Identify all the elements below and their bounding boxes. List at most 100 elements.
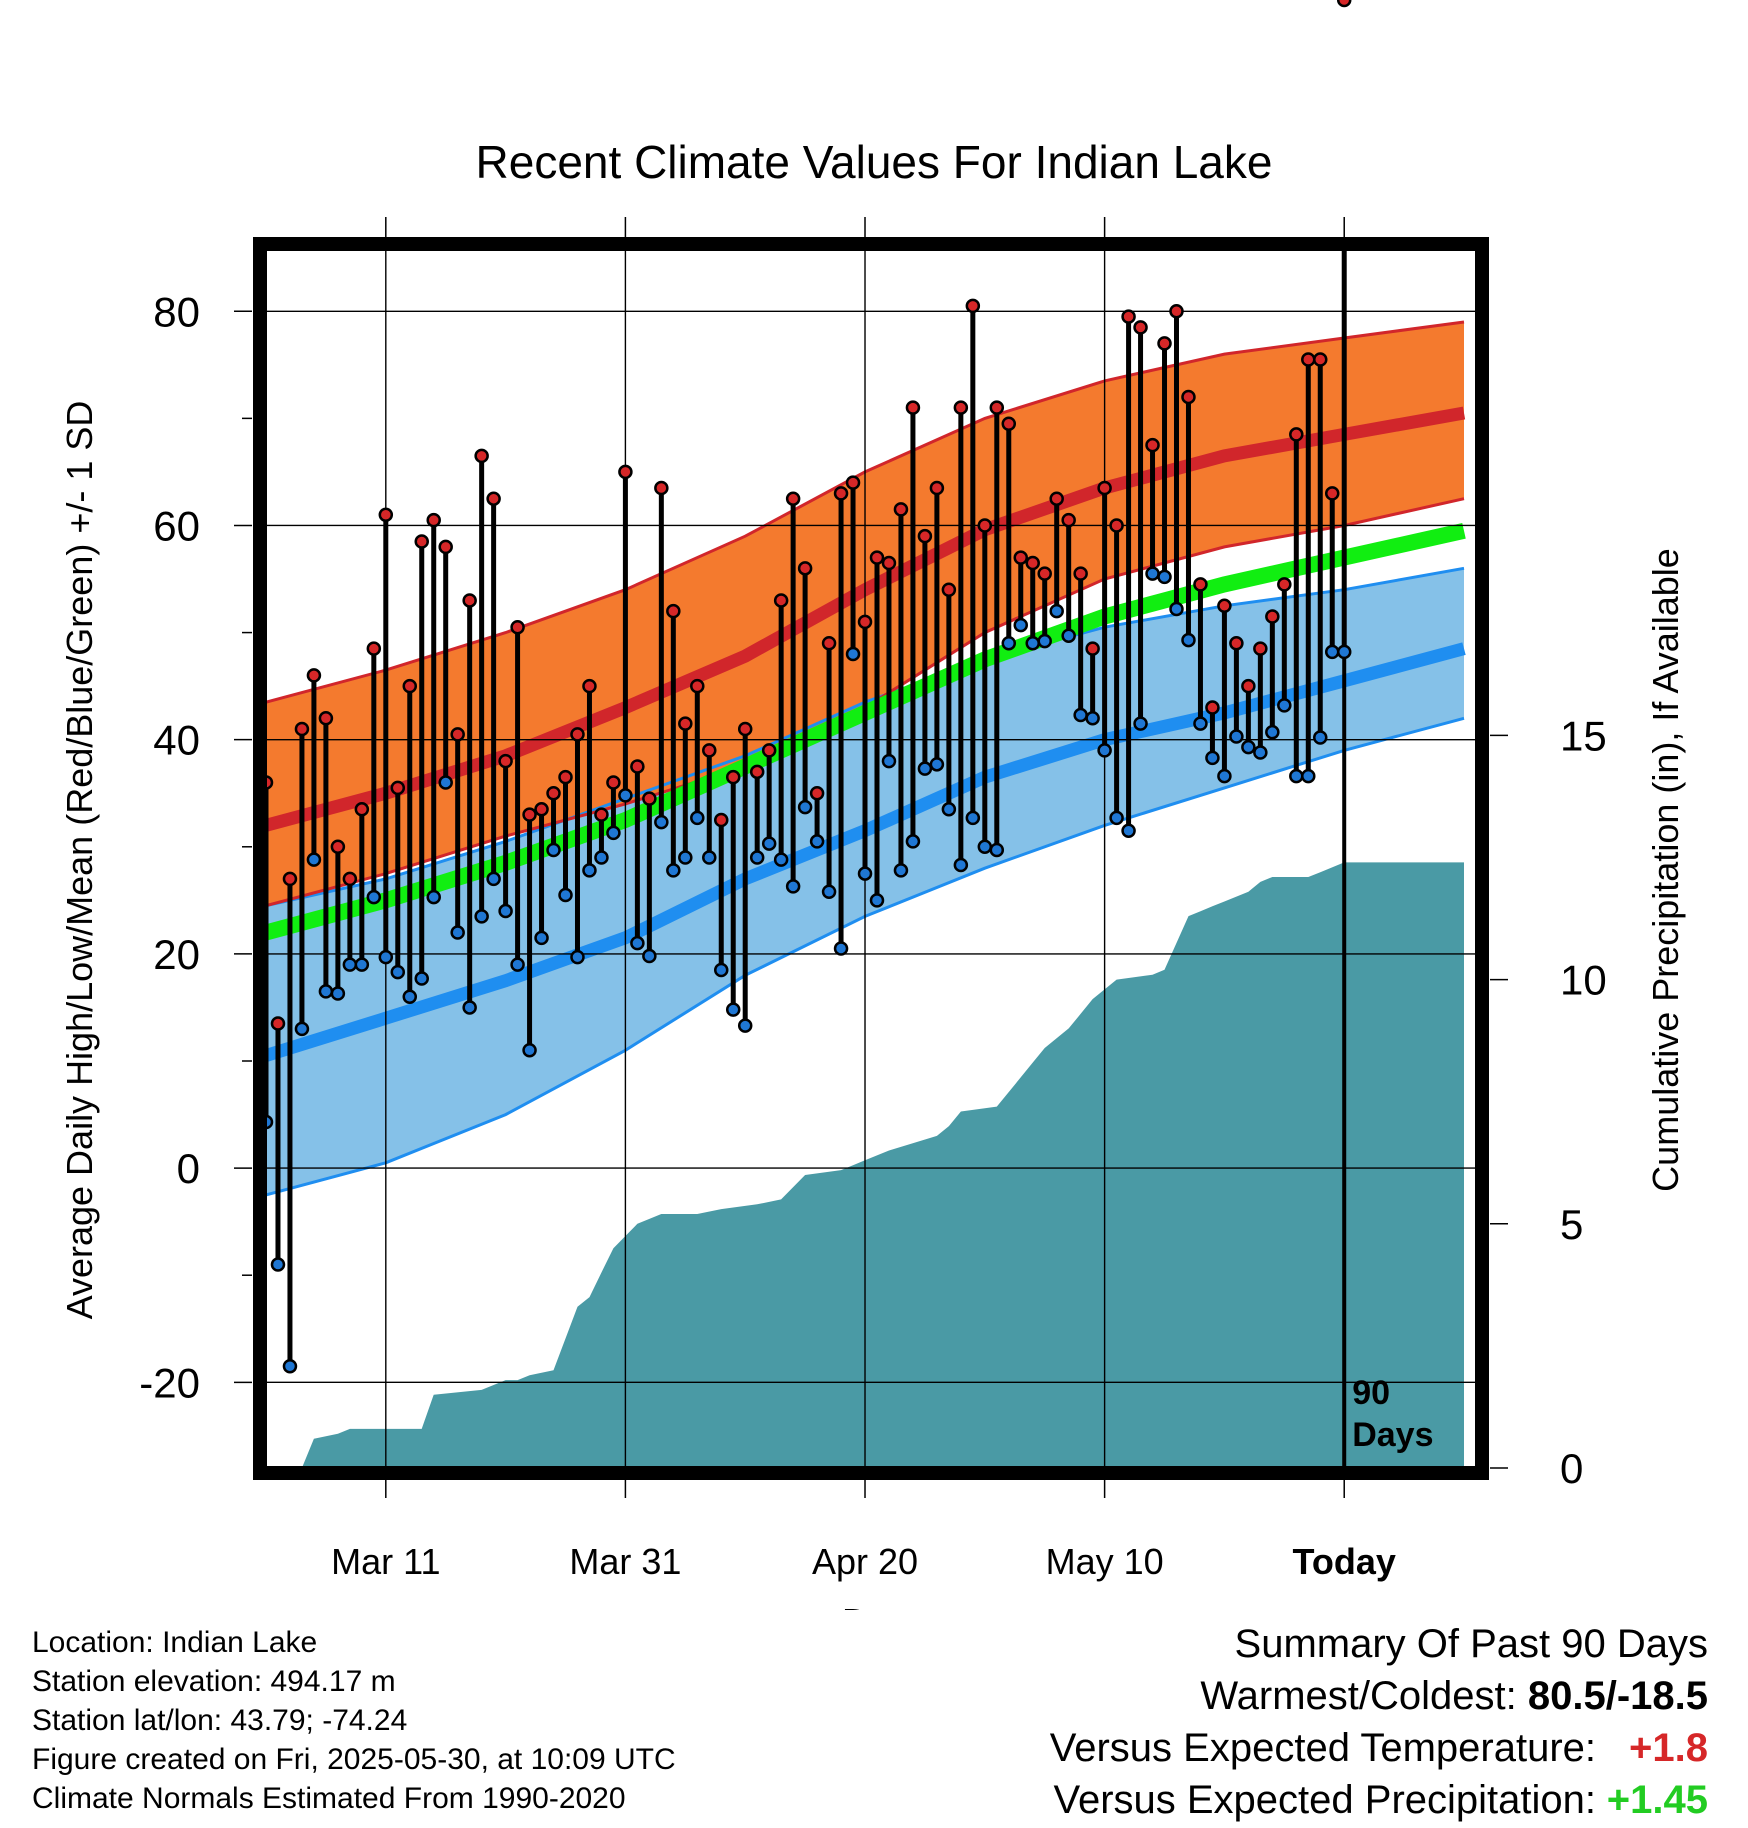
high-temp-point: [1013, 550, 1029, 565]
precipitation-area: [301, 862, 1464, 1468]
high-temp-point: [1181, 389, 1196, 405]
y2-tick-label: 5: [1560, 1201, 1583, 1248]
low-temp-point: [558, 887, 573, 903]
x-tick-label: Apr 20: [812, 1541, 918, 1582]
high-temp-point: [462, 593, 477, 608]
low-temp-point: [833, 941, 849, 956]
low-temp-point: [450, 925, 465, 940]
high-temp-point: [1097, 480, 1112, 496]
low-temp-point: [1013, 617, 1029, 633]
low-temp-point: [618, 788, 633, 803]
high-temp-point: [749, 764, 765, 780]
warmest-coldest-value: 80.5/-18.5: [1527, 1674, 1708, 1718]
high-temp-point: [1085, 641, 1100, 656]
high-temp-point: [474, 448, 489, 464]
low-temp-point: [474, 909, 489, 924]
high-temp-point: [1121, 309, 1136, 324]
low-temp-point: [1025, 636, 1040, 651]
high-temp-point: [282, 871, 298, 887]
high-temp-point: [1037, 566, 1052, 581]
precipitation-departure-value: +1.45: [1606, 1778, 1708, 1822]
elevation-text: Station elevation: 494.17 m: [32, 1665, 396, 1698]
temperature-departure-label: Versus Expected Temperature:: [1049, 1726, 1596, 1770]
warmest-coldest-row: Warmest/Coldest: 80.5/-18.5: [1050, 1670, 1708, 1722]
low-temp-point: [522, 1043, 537, 1058]
low-temp-point: [773, 852, 789, 867]
axis-labels: Day Average Daily High/Low/Mean (Red/Blu…: [59, 401, 1686, 1610]
high-temp-point: [294, 721, 310, 737]
high-temp-point: [725, 769, 741, 785]
low-temp-point: [438, 775, 453, 790]
high-temp-point: [809, 785, 825, 801]
low-temp-point: [306, 852, 322, 867]
low-temp-point: [1265, 724, 1280, 740]
high-temp-point: [342, 871, 358, 887]
high-temp-point: [522, 807, 537, 822]
high-temp-point: [1025, 555, 1040, 571]
high-temp-point: [773, 593, 789, 608]
low-temp-point: [1241, 739, 1256, 755]
high-temp-point: [690, 678, 705, 694]
high-temp-point: [785, 491, 801, 506]
high-temp-point: [666, 603, 681, 619]
daily-points: [258, 0, 1352, 1374]
high-temp-point: [366, 641, 382, 656]
low-temp-point: [977, 839, 993, 855]
high-temp-point: [378, 507, 394, 523]
latlon-text: Station lat/lon: 43.79; -74.24: [32, 1704, 408, 1737]
low-temp-point: [318, 984, 334, 999]
y-tick-label: 0: [177, 1145, 200, 1192]
high-temp-point: [893, 502, 909, 517]
temperature-departure-row: Versus Expected Temperature: +1.8: [1050, 1722, 1708, 1774]
high-temp-point: [414, 534, 429, 549]
high-temp-point: [534, 802, 549, 817]
high-temp-point: [1193, 577, 1208, 592]
x-tick-label: May 10: [1046, 1541, 1164, 1582]
x-tick-label: Today: [1293, 1541, 1396, 1582]
climate-chart: Recent Climate Values For Indian Lake -2…: [59, 0, 1686, 1610]
low-temp-point: [546, 842, 561, 858]
high-temp-point: [941, 582, 957, 597]
low-temp-point: [702, 850, 717, 865]
low-temp-point: [953, 857, 969, 873]
high-temp-point: [1157, 336, 1172, 351]
high-temp-point: [1109, 518, 1124, 533]
low-temp-point: [282, 1359, 298, 1374]
low-temp-point: [342, 957, 358, 972]
high-temp-point: [1145, 437, 1160, 453]
high-temp-point: [1301, 352, 1316, 367]
high-temp-point: [1073, 566, 1088, 581]
station-info: Location: Indian Lake Station elevation:…: [32, 1623, 676, 1818]
high-temp-point: [1049, 491, 1064, 506]
temperature-departure-value: +1.8: [1629, 1726, 1708, 1770]
low-temp-point: [965, 810, 981, 826]
low-temp-point: [1073, 707, 1088, 723]
low-temp-point: [270, 1257, 286, 1272]
high-temp-point: [570, 727, 585, 742]
low-temp-point: [426, 889, 441, 905]
high-temp-point: [678, 716, 693, 731]
high-temp-point: [618, 464, 633, 480]
low-temp-point: [905, 834, 921, 849]
low-temp-point: [917, 761, 933, 776]
low-temp-point: [989, 842, 1005, 858]
low-temp-point: [1109, 810, 1124, 826]
low-temp-point: [1061, 628, 1076, 644]
low-temp-point: [570, 949, 585, 965]
x-tick-label: Mar 11: [331, 1541, 440, 1582]
x-tick-label: Mar 31: [569, 1541, 681, 1582]
high-temp-point: [989, 400, 1005, 415]
high-temp-point: [498, 753, 513, 769]
y-tick-label: -20: [139, 1359, 200, 1406]
low-temp-point: [845, 646, 861, 662]
high-temp-point: [797, 561, 813, 576]
low-temp-point: [1336, 644, 1352, 660]
low-temp-point: [330, 986, 346, 1001]
low-temp-point: [1001, 636, 1017, 651]
high-temp-point: [857, 614, 873, 630]
low-temp-point: [1037, 633, 1052, 649]
low-temp-point: [534, 930, 549, 946]
normals-text: Climate Normals Estimated From 1990-2020: [32, 1782, 626, 1815]
low-temp-point: [1049, 603, 1064, 619]
low-temp-point: [1121, 823, 1136, 838]
